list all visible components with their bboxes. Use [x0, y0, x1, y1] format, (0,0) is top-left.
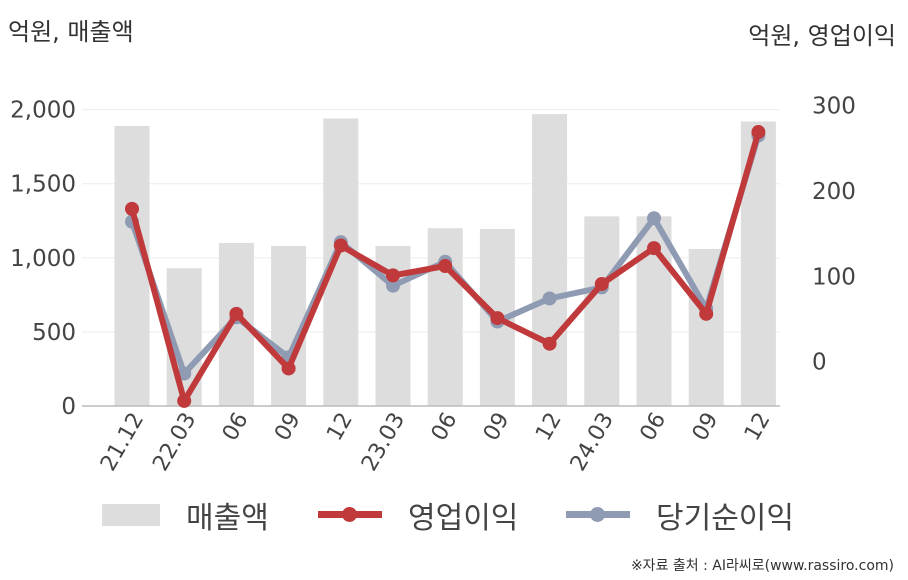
left-tick-label: 500 — [32, 320, 76, 346]
legend-item-revenue: 매출액 — [102, 490, 269, 540]
x-tick-label: 21.12 — [96, 409, 149, 476]
left-tick-label: 1,500 — [10, 172, 76, 198]
point-operating-profit — [699, 306, 714, 321]
legend-label-revenue: 매출액 — [186, 501, 269, 536]
right-tick-label: 300 — [812, 94, 856, 120]
bar-revenue — [114, 125, 150, 406]
x-tick-label: 06 — [427, 409, 463, 446]
left-axis-unit-label: 억원, 매출액 — [8, 18, 134, 46]
legend-swatch-net-income — [566, 504, 630, 526]
left-tick-label: 0 — [61, 394, 76, 420]
right-tick-label: 0 — [812, 350, 827, 376]
x-tick-label: 24.03 — [566, 409, 619, 476]
point-operating-profit — [386, 268, 400, 283]
x-tick-label: 09 — [270, 409, 306, 446]
left-tick-label: 1,000 — [10, 246, 76, 272]
point-operating-profit — [490, 311, 505, 326]
legend: 매출액 영업이익 당기순이익 — [0, 490, 908, 540]
bar-revenue — [584, 216, 620, 406]
right-tick-label: 100 — [812, 264, 856, 290]
x-tick-label: 22.03 — [148, 409, 201, 476]
legend-item-operating-profit: 영업이익 — [318, 490, 518, 540]
legend-swatch-operating-profit — [318, 504, 382, 526]
x-axis-ticks: 21.12 22.03 06 09 12 23.03 06 09 12 24.03 06 09 12 — [96, 409, 776, 476]
legend-label-operating-profit: 영업이익 — [408, 501, 519, 536]
legend-swatch-revenue — [102, 504, 160, 526]
x-tick-label: 06 — [636, 409, 672, 446]
point-operating-profit — [281, 361, 296, 376]
point-operating-profit — [594, 276, 609, 291]
point-operating-profit — [333, 238, 348, 253]
x-tick-label: 09 — [479, 409, 515, 446]
x-tick-label: 12 — [740, 409, 776, 446]
legend-label-net-income: 당기순이익 — [656, 501, 794, 536]
point-operating-profit — [125, 201, 139, 216]
point-operating-profit — [751, 125, 766, 140]
point-net-income — [386, 278, 400, 293]
bar-revenue — [532, 114, 568, 406]
x-tick-label: 12 — [322, 409, 358, 446]
left-tick-label: 2,000 — [10, 98, 76, 124]
source-note: ※자료 출처 : AI라씨로(www.rassiro.com) — [630, 558, 894, 574]
point-operating-profit — [229, 306, 244, 321]
point-operating-profit — [542, 336, 557, 351]
point-net-income — [647, 211, 661, 226]
left-axis-ticks: 0 500 1,000 1,500 2,000 — [10, 98, 76, 420]
point-operating-profit — [438, 259, 453, 274]
point-net-income — [542, 291, 557, 306]
x-tick-label: 09 — [688, 409, 724, 446]
right-axis-unit-label: 억원, 영업이익 — [748, 22, 896, 50]
point-operating-profit — [647, 241, 661, 256]
legend-item-net-income: 당기순이익 — [566, 490, 794, 540]
x-tick-label: 12 — [531, 409, 567, 446]
line-series — [125, 125, 766, 408]
right-axis-ticks: 0 100 200 300 — [812, 94, 856, 376]
x-tick-label: 06 — [218, 409, 254, 446]
right-tick-label: 200 — [812, 179, 856, 205]
x-tick-label: 23.03 — [357, 409, 410, 476]
point-operating-profit — [177, 393, 192, 408]
